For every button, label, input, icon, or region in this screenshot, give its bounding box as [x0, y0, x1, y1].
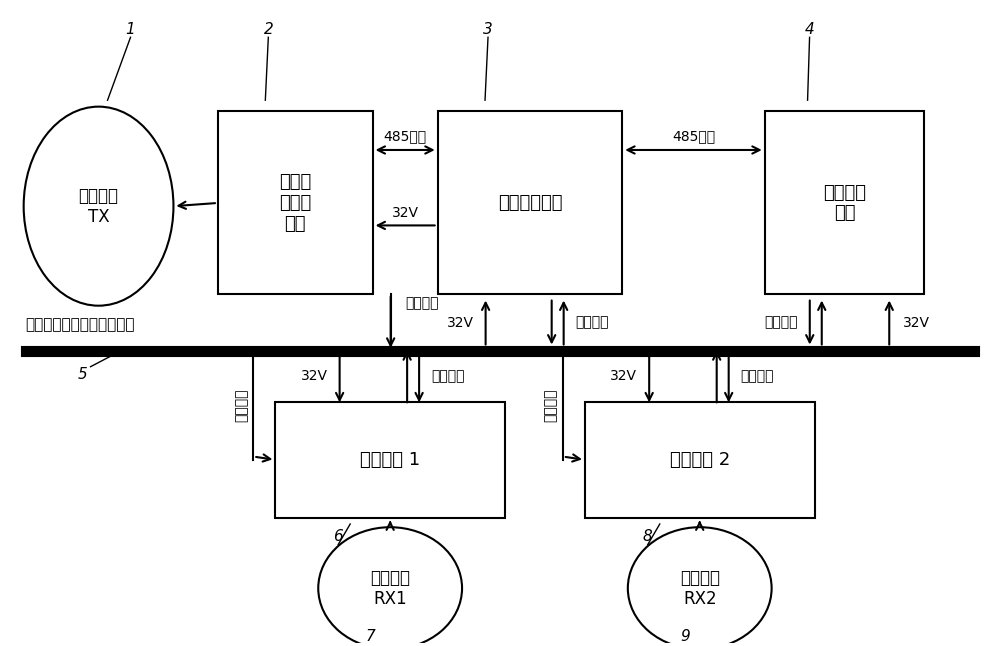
Bar: [438, 112, 622, 295]
Text: 调制通讯: 调制通讯: [431, 370, 465, 383]
Text: 主控存储
模块: 主控存储 模块: [823, 183, 866, 222]
Text: 7: 7: [365, 629, 375, 644]
Text: 1: 1: [126, 22, 135, 37]
Bar: [585, 402, 815, 517]
Text: 同步脉冲: 同步脉冲: [406, 297, 439, 310]
Text: 32V: 32V: [447, 315, 474, 329]
Text: 调制通讯: 调制通讯: [741, 370, 774, 383]
Bar: [765, 112, 924, 295]
Text: 同步脉冲: 同步脉冲: [544, 388, 558, 422]
Text: 调制通讯: 调制通讯: [764, 315, 798, 329]
Ellipse shape: [628, 527, 772, 646]
Text: 9: 9: [680, 629, 690, 644]
Text: 接收天线
RX1: 接收天线 RX1: [370, 568, 410, 608]
Text: 8: 8: [643, 529, 653, 545]
Ellipse shape: [318, 527, 462, 646]
Text: 4: 4: [805, 22, 814, 37]
Text: 功率发
射控制
模块: 功率发 射控制 模块: [279, 173, 311, 233]
Text: 32V: 32V: [610, 370, 637, 383]
Text: 485总线: 485总线: [384, 129, 427, 143]
Text: 485总线: 485总线: [672, 129, 715, 143]
Text: 调制通讯: 调制通讯: [576, 315, 609, 329]
Text: 接收天线
RX2: 接收天线 RX2: [680, 568, 720, 608]
Text: 6: 6: [333, 529, 343, 545]
Text: 32V: 32V: [392, 205, 419, 220]
Text: 同步脉冲: 同步脉冲: [234, 388, 248, 422]
Text: 3: 3: [483, 22, 493, 37]
Text: 测量控制模块: 测量控制模块: [498, 194, 562, 212]
Text: 发射天线
TX: 发射天线 TX: [79, 187, 119, 225]
Text: 5: 5: [78, 367, 87, 382]
Text: 2: 2: [263, 22, 273, 37]
Text: 32V: 32V: [903, 315, 930, 329]
Ellipse shape: [24, 107, 173, 306]
Text: 接收模块 1: 接收模块 1: [360, 451, 420, 469]
Bar: [218, 112, 373, 295]
Text: 32V: 32V: [301, 370, 328, 383]
Text: 单芯电缆（信号调制总线）: 单芯电缆（信号调制总线）: [26, 318, 135, 333]
Text: 接收模块 2: 接收模块 2: [670, 451, 730, 469]
Bar: [275, 402, 505, 517]
